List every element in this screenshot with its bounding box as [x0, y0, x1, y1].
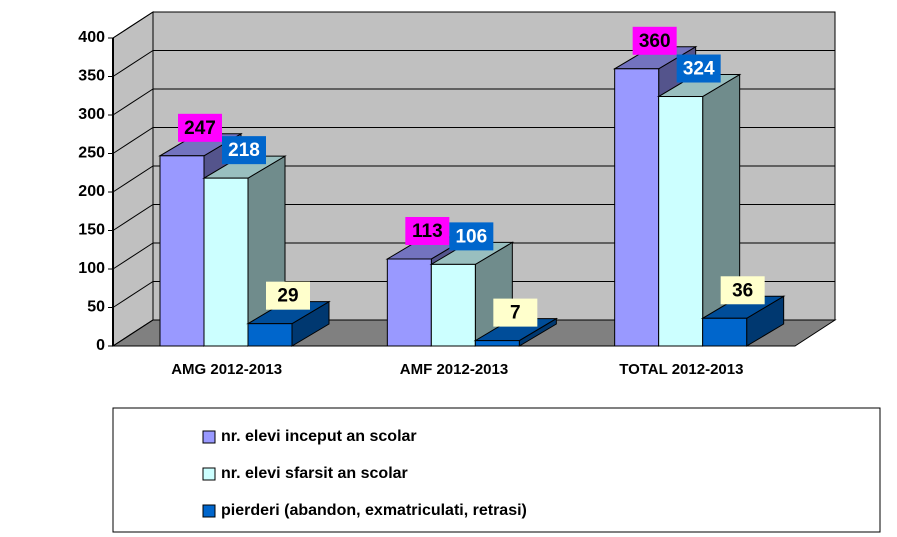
data-label: 106	[455, 226, 487, 247]
x-tick-label: AMG 2012-2013	[171, 361, 282, 378]
legend-label: pierderi (abandon, exmatriculati, retras…	[221, 502, 527, 519]
bar	[247, 323, 293, 347]
data-label-box	[493, 298, 538, 327]
bar	[474, 340, 520, 347]
grid-line	[112, 127, 835, 154]
data-label: 324	[683, 59, 715, 80]
data-label-box	[178, 113, 222, 142]
bar	[159, 155, 205, 347]
grid-line	[112, 165, 835, 193]
y-tick-label: 150	[78, 222, 105, 239]
grid-line	[112, 11, 835, 39]
data-label-box	[720, 276, 765, 305]
bar	[702, 317, 748, 347]
data-label-box	[405, 216, 450, 245]
data-label: 113	[412, 221, 443, 242]
x-tick-label: AMF 2012-2013	[400, 361, 508, 378]
y-tick-label: 400	[78, 29, 105, 46]
bar	[430, 263, 476, 347]
data-label: 7	[510, 303, 521, 324]
data-label: 29	[277, 286, 298, 307]
grid-line	[112, 88, 835, 116]
data-label-box	[676, 54, 721, 83]
data-label: 247	[184, 118, 216, 139]
legend-swatch	[202, 430, 216, 444]
bar	[658, 96, 704, 347]
legend-label: nr. elevi sfarsit an scolar	[221, 465, 408, 482]
data-label-box	[266, 281, 310, 310]
y-tick-label: 250	[78, 145, 105, 162]
legend-label: nr. elevi inceput an scolar	[221, 428, 417, 445]
bar	[614, 68, 660, 347]
y-tick-label: 200	[78, 183, 105, 200]
data-label: 218	[228, 140, 260, 161]
y-tick-label: 50	[87, 299, 105, 316]
y-tick-label: 100	[78, 260, 105, 277]
data-label-box	[222, 136, 266, 165]
legend-swatch	[202, 467, 216, 481]
grid-line	[112, 242, 835, 270]
y-tick-label: 350	[78, 68, 105, 85]
grid-line	[112, 281, 835, 308]
data-label-box	[632, 26, 677, 55]
y-tick-label: 0	[96, 337, 105, 354]
grid-line	[112, 50, 835, 77]
bar	[203, 177, 249, 347]
y-tick-label: 300	[78, 106, 105, 123]
data-label: 360	[639, 31, 671, 52]
data-label-box	[449, 222, 494, 251]
x-tick-label: TOTAL 2012-2013	[619, 361, 743, 378]
legend-swatch	[202, 504, 216, 518]
data-label: 36	[732, 280, 753, 301]
legend-box	[112, 407, 881, 533]
bar	[386, 258, 432, 347]
grid-line	[112, 204, 835, 231]
grid-line	[112, 319, 835, 347]
